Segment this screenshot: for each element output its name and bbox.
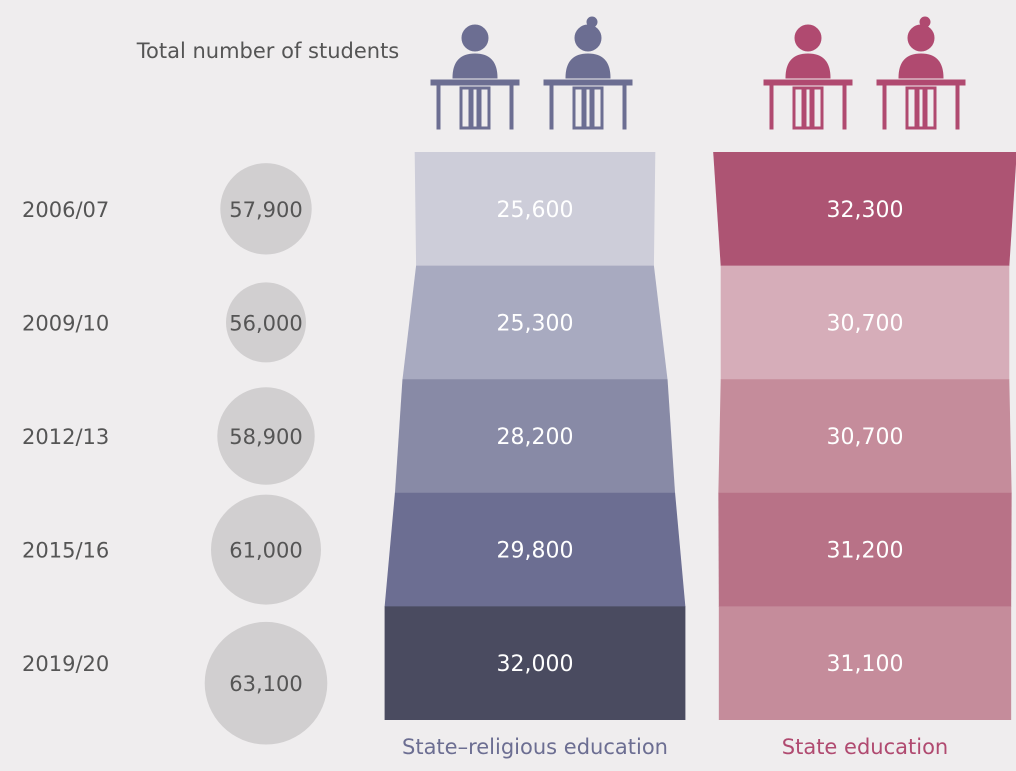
total-bubble bbox=[204, 621, 328, 745]
header: Total number of students bbox=[136, 39, 400, 63]
value-label: 25,600 bbox=[497, 198, 574, 223]
total-bubble bbox=[220, 163, 312, 255]
value-label: 30,700 bbox=[827, 425, 904, 450]
total-bubble bbox=[211, 494, 321, 605]
segment bbox=[414, 152, 656, 267]
icon-boy bbox=[429, 23, 521, 131]
segment bbox=[718, 606, 1012, 720]
value-label: 31,200 bbox=[827, 539, 904, 564]
series-label: State education bbox=[782, 735, 948, 759]
segment bbox=[720, 265, 1010, 380]
segment bbox=[384, 606, 686, 720]
value-label: 31,100 bbox=[827, 652, 904, 677]
total-bubble bbox=[226, 282, 306, 363]
category-label: 2019/20 bbox=[22, 652, 109, 676]
segment bbox=[402, 265, 668, 380]
total-label: 56,000 bbox=[229, 311, 302, 335]
value-label: 29,800 bbox=[497, 539, 574, 564]
value-label: 28,200 bbox=[497, 425, 574, 450]
total-label: 58,900 bbox=[229, 425, 302, 449]
segment bbox=[384, 492, 686, 607]
segment bbox=[718, 379, 1012, 494]
value-label: 30,700 bbox=[827, 311, 904, 336]
category-label: 2009/10 bbox=[22, 311, 109, 335]
segment bbox=[713, 152, 1016, 267]
icon-girl bbox=[542, 15, 634, 131]
segment bbox=[394, 379, 676, 494]
category-label: 2006/07 bbox=[22, 198, 109, 222]
value-label: 25,300 bbox=[497, 311, 574, 336]
total-bubble bbox=[217, 387, 315, 485]
total-label: 61,000 bbox=[229, 539, 302, 563]
segment bbox=[718, 492, 1012, 607]
value-label: 32,000 bbox=[497, 652, 574, 677]
category-label: 2012/13 bbox=[22, 425, 109, 449]
category-label: 2015/16 bbox=[22, 539, 109, 563]
total-label: 57,900 bbox=[229, 198, 302, 222]
total-label: 63,100 bbox=[229, 672, 302, 696]
series-label: State–religious education bbox=[402, 735, 668, 759]
icon-boy bbox=[762, 23, 854, 131]
header-text: Total number of students bbox=[136, 39, 400, 63]
icon-girl bbox=[875, 15, 967, 131]
value-label: 32,300 bbox=[827, 198, 904, 223]
